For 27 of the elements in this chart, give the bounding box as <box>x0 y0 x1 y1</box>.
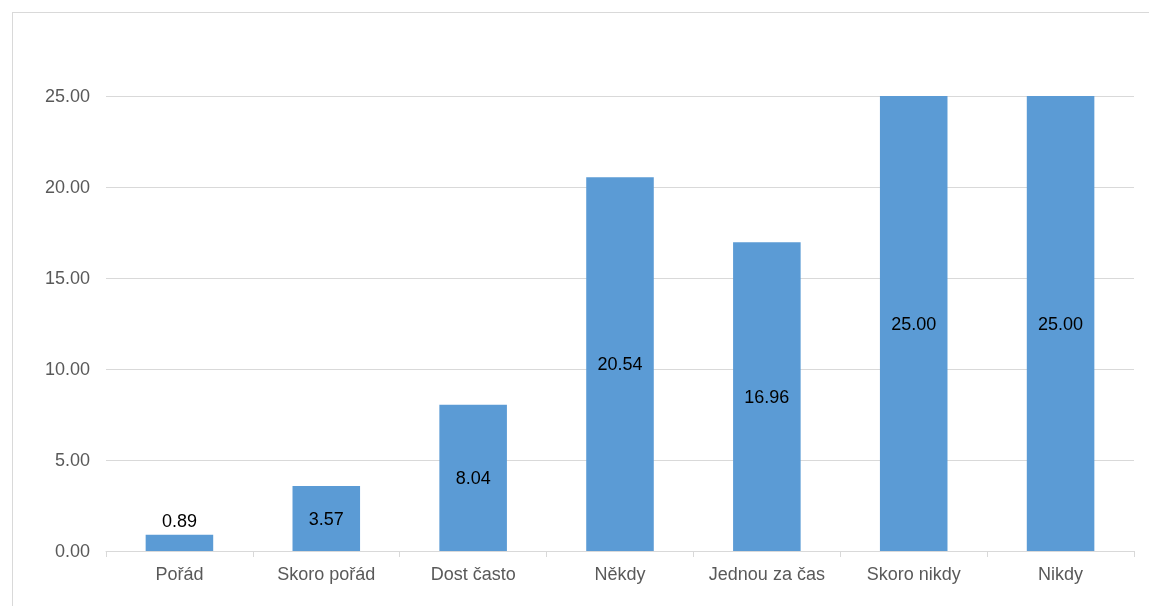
data-label: 25.00 <box>1038 313 1084 334</box>
y-tick-label: 15.00 <box>44 268 90 288</box>
bar <box>1026 96 1095 551</box>
data-label: 0.89 <box>161 510 197 531</box>
y-tick-label: 5.00 <box>54 450 90 470</box>
y-tick-label: 25.00 <box>44 86 90 106</box>
y-tick-label: 20.00 <box>44 177 90 197</box>
bar <box>439 404 507 551</box>
data-label: 3.57 <box>308 508 344 529</box>
bar <box>733 242 801 551</box>
x-tick-label: Pořád <box>155 564 204 584</box>
data-label: 8.04 <box>455 467 491 488</box>
x-tick-label: Jednou za čas <box>708 564 825 584</box>
x-tick-label: Skoro nikdy <box>866 564 961 584</box>
bar <box>586 177 654 551</box>
x-tick-label: Nikdy <box>1038 564 1084 584</box>
x-tick-label: Někdy <box>594 564 646 584</box>
bar <box>879 96 948 551</box>
x-tick-label: Skoro pořád <box>277 564 376 584</box>
data-label: 20.54 <box>597 354 643 375</box>
bar <box>145 534 214 551</box>
bar <box>292 486 361 551</box>
data-label: 25.00 <box>891 313 937 334</box>
x-tick-label: Dost často <box>430 564 516 584</box>
y-tick-label: 0.00 <box>54 541 90 561</box>
data-label: 16.96 <box>744 386 790 407</box>
y-tick-label: 10.00 <box>44 359 90 379</box>
